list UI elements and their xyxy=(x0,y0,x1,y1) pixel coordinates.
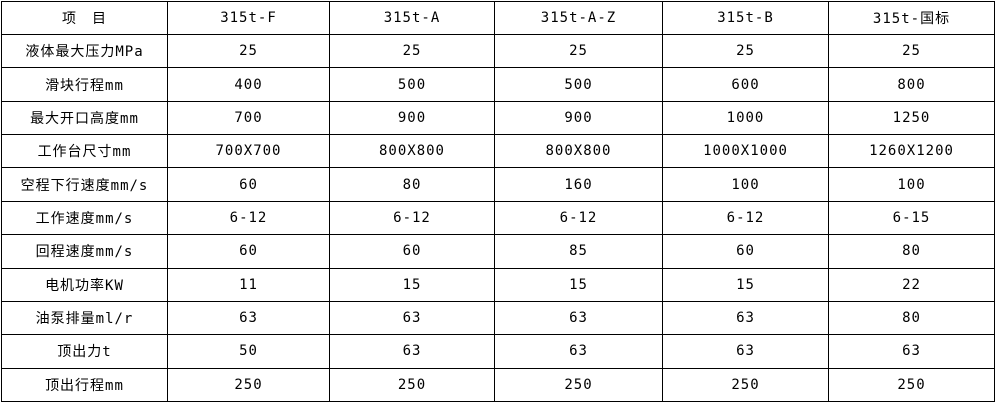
value-cell: 80 xyxy=(828,234,995,269)
value-cell: 60 xyxy=(662,234,829,269)
row-label: 空程下行速度mm/s xyxy=(1,167,168,202)
value-cell: 60 xyxy=(167,234,330,269)
table-row: 最大开口高度mm 700 900 900 1000 1250 xyxy=(1,100,995,136)
value-cell: 100 xyxy=(828,167,995,202)
table-row: 液体最大压力MPa 25 25 25 25 25 xyxy=(1,33,995,69)
value-cell: 900 xyxy=(494,100,663,136)
row-label: 最大开口高度mm xyxy=(1,100,168,136)
value-cell: 25 xyxy=(662,33,829,69)
value-cell: 250 xyxy=(167,367,330,403)
value-cell: 800X800 xyxy=(494,134,663,169)
value-cell: 60 xyxy=(167,167,330,202)
row-label: 油泵排量ml/r xyxy=(1,300,168,336)
value-cell: 63 xyxy=(329,334,495,369)
spec-table-body: 液体最大压力MPa 25 25 25 25 25 滑块行程mm 400 500 500 600 800… xyxy=(1,33,995,403)
value-cell: 80 xyxy=(828,300,995,336)
column-header-model: 315t-F xyxy=(167,1,330,35)
row-label: 液体最大压力MPa xyxy=(1,33,168,69)
row-label: 滑块行程mm xyxy=(1,67,168,102)
row-label: 顶出行程mm xyxy=(1,367,168,403)
table-row: 顶出行程mm 250 250 250 250 250 xyxy=(1,367,995,403)
value-cell: 800 xyxy=(828,67,995,102)
value-cell: 250 xyxy=(662,367,829,403)
value-cell: 25 xyxy=(494,33,663,69)
table-row: 回程速度mm/s 60 60 85 60 80 xyxy=(1,234,995,269)
row-label: 回程速度mm/s xyxy=(1,234,168,269)
value-cell: 250 xyxy=(494,367,663,403)
value-cell: 15 xyxy=(329,267,495,302)
value-cell: 100 xyxy=(662,167,829,202)
value-cell: 1250 xyxy=(828,100,995,136)
value-cell: 800X800 xyxy=(329,134,495,169)
value-cell: 15 xyxy=(662,267,829,302)
column-header-model: 315t-A xyxy=(329,1,495,35)
value-cell: 6-12 xyxy=(494,200,663,236)
row-label: 工作速度mm/s xyxy=(1,200,168,236)
value-cell: 85 xyxy=(494,234,663,269)
table-row: 电机功率KW 11 15 15 15 22 xyxy=(1,267,995,302)
header-row: 项 目 315t-F 315t-A 315t-A-Z 315t-B 315t-国标 xyxy=(1,1,995,35)
value-cell: 250 xyxy=(329,367,495,403)
table-row: 顶出力t 50 63 63 63 63 xyxy=(1,334,995,369)
value-cell: 25 xyxy=(329,33,495,69)
value-cell: 1000X1000 xyxy=(662,134,829,169)
value-cell: 22 xyxy=(828,267,995,302)
table-row: 滑块行程mm 400 500 500 600 800 xyxy=(1,67,995,102)
value-cell: 15 xyxy=(494,267,663,302)
value-cell: 63 xyxy=(494,300,663,336)
row-label: 电机功率KW xyxy=(1,267,168,302)
value-cell: 1260X1200 xyxy=(828,134,995,169)
value-cell: 6-12 xyxy=(329,200,495,236)
value-cell: 6-12 xyxy=(662,200,829,236)
column-header-model: 315t-A-Z xyxy=(494,1,663,35)
row-label: 顶出力t xyxy=(1,334,168,369)
value-cell: 63 xyxy=(329,300,495,336)
value-cell: 63 xyxy=(662,300,829,336)
value-cell: 700X700 xyxy=(167,134,330,169)
value-cell: 63 xyxy=(167,300,330,336)
column-header-model: 315t-B xyxy=(662,1,829,35)
value-cell: 50 xyxy=(167,334,330,369)
value-cell: 600 xyxy=(662,67,829,102)
value-cell: 80 xyxy=(329,167,495,202)
value-cell: 500 xyxy=(494,67,663,102)
value-cell: 63 xyxy=(494,334,663,369)
value-cell: 400 xyxy=(167,67,330,102)
table-row: 工作速度mm/s 6-12 6-12 6-12 6-12 6-15 xyxy=(1,200,995,236)
column-header-item: 项 目 xyxy=(1,1,168,35)
value-cell: 250 xyxy=(828,367,995,403)
value-cell: 11 xyxy=(167,267,330,302)
value-cell: 6-15 xyxy=(828,200,995,236)
spec-table-header: 项 目 315t-F 315t-A 315t-A-Z 315t-B 315t-国标 xyxy=(1,1,995,35)
value-cell: 1000 xyxy=(662,100,829,136)
table-row: 油泵排量ml/r 63 63 63 63 80 xyxy=(1,300,995,336)
value-cell: 500 xyxy=(329,67,495,102)
value-cell: 25 xyxy=(167,33,330,69)
value-cell: 63 xyxy=(662,334,829,369)
value-cell: 900 xyxy=(329,100,495,136)
value-cell: 700 xyxy=(167,100,330,136)
value-cell: 6-12 xyxy=(167,200,330,236)
table-row: 空程下行速度mm/s 60 80 160 100 100 xyxy=(1,167,995,202)
value-cell: 160 xyxy=(494,167,663,202)
value-cell: 63 xyxy=(828,334,995,369)
value-cell: 25 xyxy=(828,33,995,69)
column-header-model: 315t-国标 xyxy=(828,1,995,35)
row-label: 工作台尺寸mm xyxy=(1,134,168,169)
value-cell: 60 xyxy=(329,234,495,269)
table-row: 工作台尺寸mm 700X700 800X800 800X800 1000X1000 126… xyxy=(1,134,995,169)
